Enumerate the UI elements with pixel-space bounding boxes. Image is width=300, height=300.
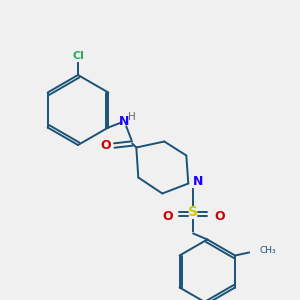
Text: S: S [188,205,198,218]
Text: O: O [100,139,111,152]
Text: CH₃: CH₃ [259,246,276,255]
Text: N: N [119,115,130,128]
Text: O: O [162,210,172,223]
Text: O: O [214,210,225,223]
Text: H: H [128,112,136,122]
Text: N: N [193,175,203,188]
Text: Cl: Cl [72,51,84,61]
